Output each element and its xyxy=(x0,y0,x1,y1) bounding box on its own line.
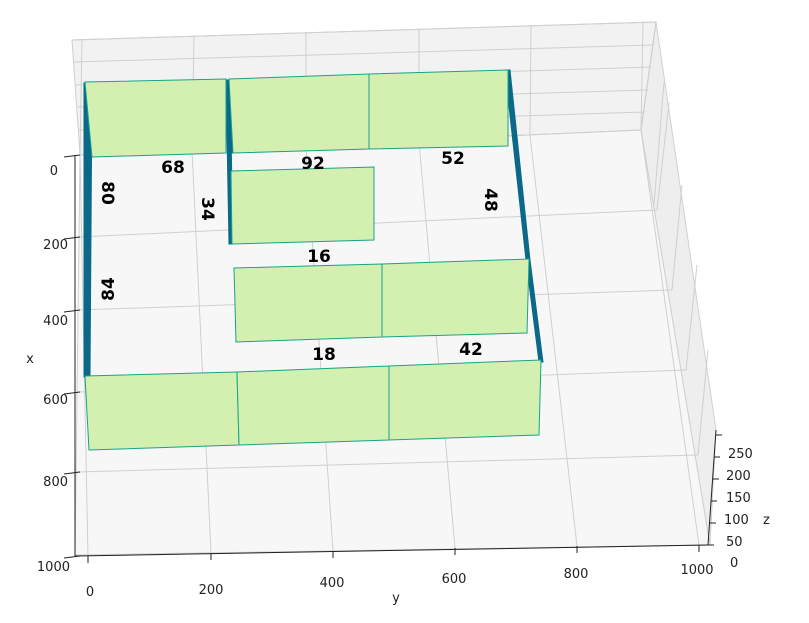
wall-label: 48 xyxy=(480,188,500,212)
wall-label: 52 xyxy=(441,149,465,169)
z-tick-label: 50 xyxy=(726,535,743,550)
grid-line xyxy=(71,21,657,41)
grid-line xyxy=(418,141,456,549)
grid-line xyxy=(529,24,532,136)
wall-face xyxy=(368,69,509,150)
x-axis-title: x xyxy=(26,352,34,367)
x-tick-label: 600 xyxy=(43,393,68,408)
grid-line xyxy=(79,38,83,156)
grid-line xyxy=(653,81,665,206)
grid-line xyxy=(671,184,683,291)
y-tick-label: 200 xyxy=(199,583,224,598)
wall-face xyxy=(228,73,370,154)
wall-label: 18 xyxy=(312,345,336,365)
grid-line xyxy=(75,454,699,473)
wall-label: 92 xyxy=(301,154,325,174)
grid-line xyxy=(529,134,578,547)
x-axis-tick xyxy=(63,471,81,475)
wall-label: 34 xyxy=(197,197,217,221)
wall-label: 84 xyxy=(99,277,119,301)
y-axis-title: y xyxy=(392,591,400,606)
x-axis-tick xyxy=(63,555,81,559)
z-tick-label: 100 xyxy=(724,513,749,528)
y-tick-label: 1000 xyxy=(680,563,713,578)
walls xyxy=(83,69,544,451)
wall-face xyxy=(84,78,227,158)
grid-line xyxy=(640,129,700,546)
wall-face xyxy=(388,359,542,441)
wall-label: 16 xyxy=(307,247,331,267)
y-tick-label: 800 xyxy=(564,567,589,582)
grid-line xyxy=(640,21,657,131)
wall-label: 42 xyxy=(459,340,483,360)
x-tick-label: 200 xyxy=(43,238,68,253)
floor-pane xyxy=(74,129,711,556)
x-axis-tick xyxy=(63,154,81,158)
y-tick-label: 400 xyxy=(320,576,345,591)
z-axis-title: z xyxy=(763,513,770,528)
grid-line xyxy=(640,21,644,131)
x-tick-label: 0 xyxy=(50,164,58,179)
grid-line xyxy=(685,264,698,371)
y-axis-line xyxy=(74,544,709,557)
z-tick-label: 250 xyxy=(728,447,753,462)
x-axis-tick xyxy=(63,309,81,313)
z-tick-label: 150 xyxy=(726,491,751,506)
wall-face xyxy=(236,365,390,446)
z-tick-label: 0 xyxy=(730,556,738,571)
wall-label: 80 xyxy=(97,181,117,205)
z-axis-line xyxy=(707,429,717,546)
grid-line xyxy=(73,44,654,63)
wall-face xyxy=(233,263,383,343)
grid-line xyxy=(191,149,212,554)
grid-line xyxy=(697,349,709,456)
axis-tick-marks xyxy=(63,154,722,563)
x-axis-tick xyxy=(63,391,81,395)
z-tick-label: 200 xyxy=(726,469,751,484)
y-tick-label: 0 xyxy=(86,585,94,600)
wall-face xyxy=(381,258,530,338)
grid-line xyxy=(656,102,670,211)
wall-face xyxy=(230,166,375,245)
x-tick-label: 400 xyxy=(43,314,68,329)
wall-face xyxy=(84,371,240,451)
wall-label: 68 xyxy=(161,158,185,178)
y-tick-label: 600 xyxy=(442,572,467,587)
x-axis-tick xyxy=(63,236,81,240)
x-tick-label: 1000 xyxy=(37,560,70,575)
x-tick-label: 800 xyxy=(43,475,68,490)
